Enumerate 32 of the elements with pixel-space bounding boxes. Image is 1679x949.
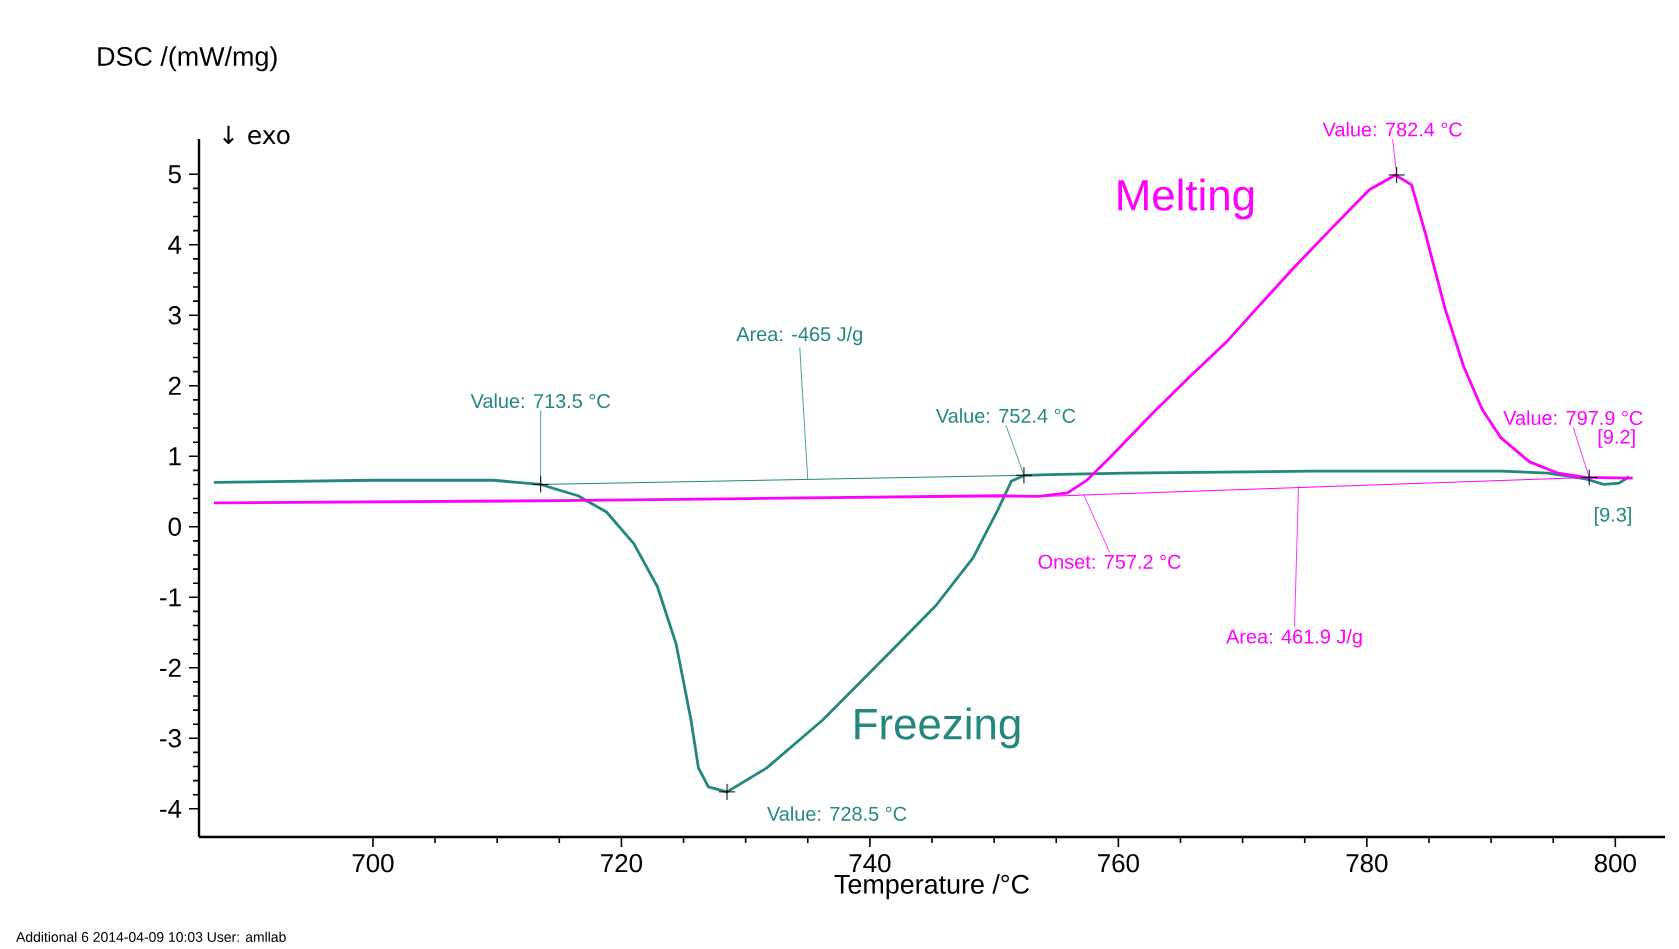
annotation: Value: 797.9 °C xyxy=(1503,410,1643,426)
annotation: Value: 728.5 °C xyxy=(767,806,907,822)
annotation: ↓ exo xyxy=(223,125,290,145)
annotation: [9.3] xyxy=(1595,507,1631,526)
annotation: Value: 713.5 °C xyxy=(470,393,610,409)
annotation: Area: 461.9 J/g xyxy=(1226,629,1362,648)
y-tick-label: -3 xyxy=(160,729,181,748)
annotation: Onset: 757.2 °C xyxy=(1038,554,1181,570)
x-tick-label: 700 xyxy=(352,854,394,873)
x-tick-label: 800 xyxy=(1594,854,1636,873)
x-axis-title: Temperature /°C xyxy=(834,874,1030,900)
x-tick-label: 740 xyxy=(849,854,891,873)
y-tick-label: 3 xyxy=(168,306,181,325)
series-label: Freezing xyxy=(855,707,1020,749)
y-tick-label: -1 xyxy=(160,588,181,607)
annotation: Area: -465 J/g xyxy=(736,326,862,346)
series-label: Melting xyxy=(1118,178,1254,220)
x-tick-label: 760 xyxy=(1098,854,1139,873)
x-tick-label: 780 xyxy=(1346,854,1388,873)
annotation: Value: 752.4 °C xyxy=(935,408,1076,424)
y-tick-label: 1 xyxy=(169,447,181,466)
x-tick-label: 720 xyxy=(601,854,643,873)
y-tick-label: 5 xyxy=(168,165,181,184)
y-tick-label: 2 xyxy=(168,376,181,396)
y-tick-label: -2 xyxy=(160,658,181,678)
y-tick-label: 4 xyxy=(168,236,182,254)
y-tick-label: -4 xyxy=(160,800,182,818)
annotation: Value: 782.4 °C xyxy=(1322,122,1462,137)
text: Additional 6 2014-04-09 10:03 User: amllab xyxy=(16,931,286,943)
y-axis-title: DSC /(mW/mg) xyxy=(98,46,277,72)
annotation: [9.2] xyxy=(1598,429,1635,448)
y-tick-label: 0 xyxy=(168,517,181,537)
